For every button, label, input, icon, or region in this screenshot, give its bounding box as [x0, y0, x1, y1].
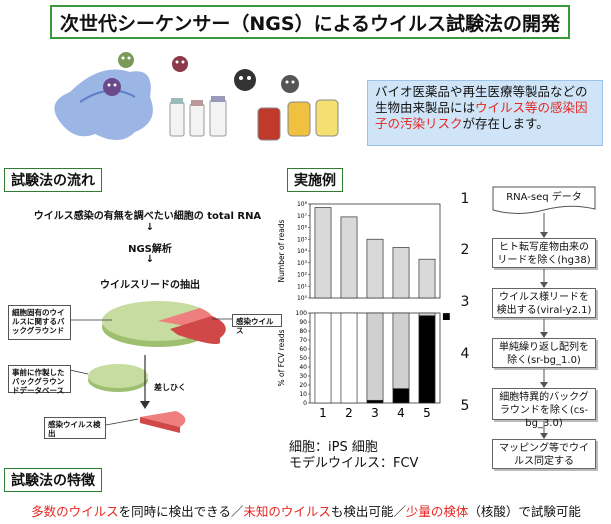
chart2-bar-segment: [366, 312, 384, 401]
intro-text-1: バイオ医薬品や再生医療等製品などの生物由来製品には: [375, 84, 588, 115]
feature-unknown-viruses: 未知のウイルス: [243, 504, 331, 519]
chart2-bar-segment: [314, 312, 332, 404]
intro-text-3: が存在します。: [462, 116, 549, 131]
chart1-tick-label: 10²: [297, 272, 308, 279]
chart2-bar-segment: [418, 315, 436, 404]
chart2-bar-segment: [340, 312, 358, 404]
virus-icon-red: [172, 56, 188, 72]
cell-illustration: [54, 69, 153, 141]
box-background-database: 事前に作製したバックグラウンドデータベース: [8, 365, 71, 395]
chart1-tick-label: 10³: [297, 260, 308, 267]
virus-icon-dark: [234, 69, 256, 91]
pie-diagrams: [69, 301, 232, 433]
chart2-tick-label: 90: [299, 319, 307, 326]
virus-icon-gray: [281, 75, 299, 93]
blood-bag-icon: [257, 99, 339, 141]
chart2-legend-marker: ■: [442, 312, 450, 322]
virus-product-illustration: [54, 52, 339, 141]
page-title: 次世代シーケンサー（NGS）によるウイルス試験法の開発: [59, 12, 561, 35]
features-heading: 試験法の特徴: [4, 468, 102, 492]
chart2-ylabel: % of FCV reads: [277, 329, 286, 386]
box-virus-detected: 感染ウイルス検出: [44, 417, 106, 439]
feature-many-viruses: 多数のウイルス: [31, 504, 119, 519]
cell-label: 細胞：iPS 細胞: [289, 440, 378, 455]
chart2-tick-label: 50: [299, 355, 307, 362]
chart2-tick-label: 100: [296, 310, 308, 317]
pipeline-step-3: ウイルス様リードを検出する(viral-y2.1): [492, 288, 596, 318]
chart2-bar-segment: [418, 312, 436, 317]
chart1-bar: [418, 258, 436, 299]
pipeline-step-4: 単純繰り返し配列を除く(sr-bg_1.0): [492, 338, 596, 368]
chart1-ylabel: Number of reads: [277, 219, 286, 282]
chart1-bar: [314, 207, 332, 299]
pipeline-step-num-4: 4: [460, 346, 470, 362]
chart2-tick-label: 0: [303, 400, 307, 407]
x-category-label: 3: [371, 406, 379, 420]
intro-box: バイオ医薬品や再生医療等製品などの生物由来製品にはウイルス等の感染因子の汚染リス…: [367, 80, 603, 146]
features-line: 多数のウイルスを同時に検出できる／未知のウイルスも検出可能／少量の検体（核酸）で…: [6, 501, 606, 520]
virus-icon-green: [118, 52, 134, 68]
flow-heading: 試験法の流れ: [4, 168, 102, 192]
pipeline: 1 RNA-seq データ 2 ヒト転写産物由来のリードを除く(hg38) 3 …: [450, 186, 608, 486]
pipeline-step-6: マッピング等でウイルス同定する: [492, 439, 596, 469]
pipeline-step-1: RNA-seq データ: [506, 192, 582, 203]
chart1-bar: [392, 247, 410, 299]
pipeline-step-num-3: 3: [460, 294, 470, 310]
box-cell-background: 細胞固有のウイルスに関するバックグラウンド: [8, 305, 71, 340]
chart2-tick-label: 10: [299, 391, 307, 398]
chart2-tick-label: 30: [299, 373, 307, 380]
example-heading: 実施例: [287, 168, 343, 192]
chart1-tick-label: 10⁰: [297, 295, 308, 302]
flow-step-ngs: NGS解析: [128, 244, 172, 255]
chart2-tick-label: 80: [299, 328, 307, 335]
chart1-tick-label: 10⁴: [297, 248, 308, 255]
chart1-tick-label: 10¹: [297, 283, 308, 290]
subtract-label: 差しひく: [154, 383, 186, 392]
chart2-tick-label: 60: [299, 346, 307, 353]
intro-text-red: ウイルス等の感染因子の汚染リスク: [375, 100, 588, 131]
chart1-tick-label: 10⁵: [297, 236, 308, 243]
pipeline-step-num-2: 2: [460, 242, 470, 258]
chart1-tick-label: 10⁷: [297, 213, 308, 220]
chart1-bar: [366, 238, 384, 299]
chart1-bar: [340, 216, 358, 299]
feature-small-sample: 少量の検体: [405, 504, 469, 519]
pipeline-step-2: ヒト転写産物由来のリードを除く(hg38): [492, 238, 596, 268]
chart1-tick-label: 10⁸: [297, 201, 308, 208]
example-charts: 10⁸ 10⁷ 10⁶ 10⁵ 10⁴ 10³ 10² 10¹ 10⁰ Number of rea…: [277, 201, 450, 420]
feature-text-1: を同時に検出できる／: [118, 504, 244, 519]
flow-step-total-rna: ウイルス感染の有無を調べたい細胞の total RNA: [33, 211, 262, 222]
chart2-bar-segment: [392, 312, 410, 389]
flow-step-virus-reads: ウイルスリードの抽出: [100, 280, 200, 291]
chart1-tick-label: 10⁶: [297, 225, 308, 232]
pie-database: [88, 364, 148, 388]
pie-detected-slice: [140, 411, 186, 427]
feature-text-2: も検出可能／: [330, 504, 406, 519]
chart2-tick-label: 70: [299, 337, 307, 344]
box-infection-virus: 感染ウイルス: [232, 314, 282, 335]
x-category-label: 1: [319, 406, 327, 420]
flow-arrow-2: ↓: [145, 254, 155, 265]
pipeline-arrows: [540, 213, 548, 439]
chart2-bar-segment: [392, 388, 410, 404]
model-virus-label: モデルウイルス：FCV: [289, 456, 419, 471]
chart2-bar-segment: [366, 399, 384, 404]
chart2-tick-label: 20: [299, 382, 307, 389]
flow-arrow-1: ↓: [145, 222, 155, 233]
document-shape: [492, 186, 596, 214]
x-category-label: 4: [397, 406, 405, 420]
vial-icon: [169, 96, 227, 137]
virus-icon-purple: [103, 78, 121, 96]
pipeline-step-num-1: 1: [460, 191, 470, 207]
x-category-label: 2: [345, 406, 353, 420]
page-title-box: 次世代シーケンサー（NGS）によるウイルス試験法の開発: [50, 5, 570, 39]
x-category-label: 5: [423, 406, 431, 420]
feature-text-3: （核酸）で試験可能: [468, 504, 581, 519]
chart2-tick-label: 40: [299, 364, 307, 371]
pipeline-step-num-5: 5: [460, 398, 470, 414]
